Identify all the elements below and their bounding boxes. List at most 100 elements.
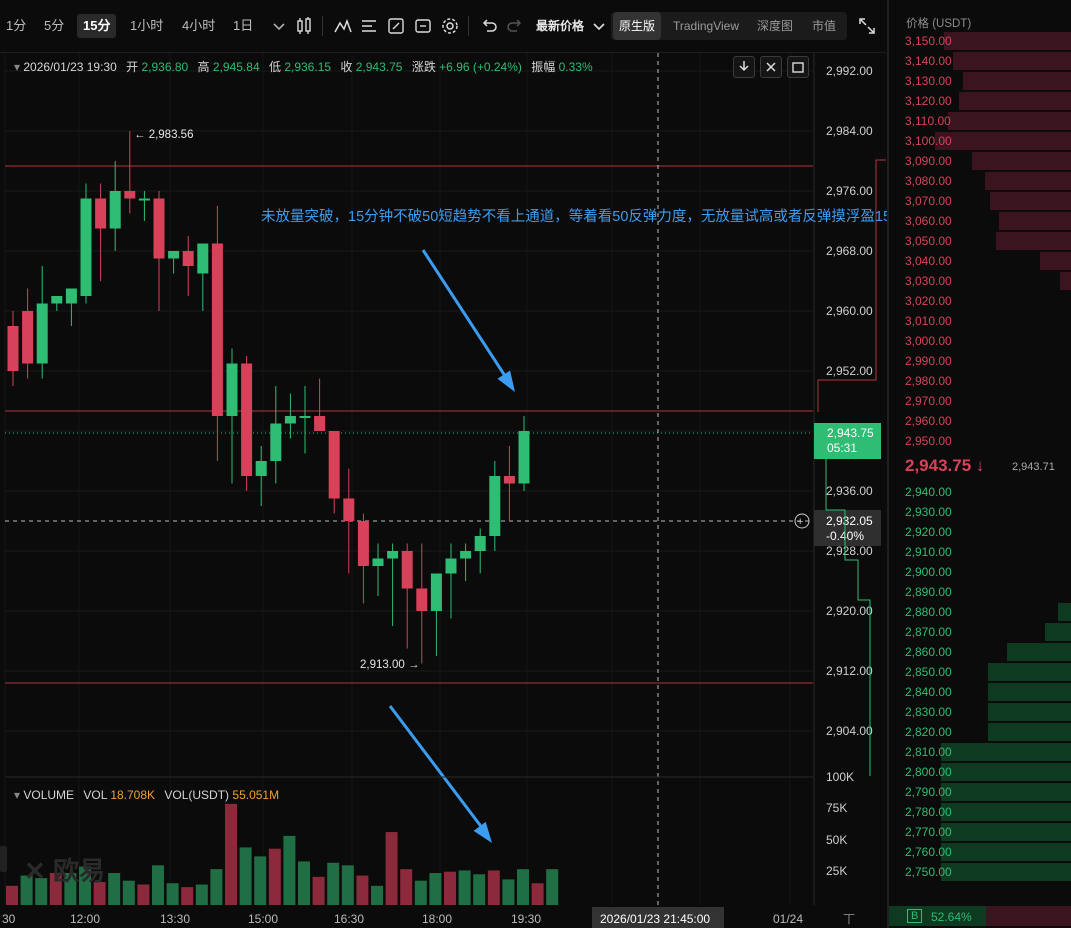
tab-tradingview[interactable]: TradingView [672, 19, 740, 33]
template-icon[interactable] [412, 15, 434, 37]
ask-row[interactable]: 3,140.00 [889, 51, 1071, 71]
ask-row[interactable]: 3,070.00 [889, 191, 1071, 211]
chevron-down-icon[interactable] [588, 15, 610, 37]
bid-row[interactable]: 2,850.00 [889, 662, 1071, 682]
redo-icon[interactable] [504, 15, 526, 37]
ask-row[interactable]: 2,950.00 [889, 431, 1071, 451]
plus-icon: + [797, 516, 803, 528]
depth-bar [962, 72, 1071, 90]
order-price: 2,840.00 [905, 685, 952, 699]
ask-row[interactable]: 3,000.00 [889, 331, 1071, 351]
timeframe-15m[interactable]: 15分 [77, 14, 117, 38]
ask-row[interactable]: 3,150.00 [889, 31, 1071, 51]
bid-row[interactable]: 2,910.00 [889, 542, 1071, 562]
ask-row[interactable]: 3,090.00 [889, 151, 1071, 171]
vol-value: 18.708K [110, 788, 156, 802]
indicator-icon[interactable] [332, 15, 354, 37]
ask-row[interactable]: 3,080.00 [889, 171, 1071, 191]
bid-row[interactable]: 2,940.00 [889, 482, 1071, 502]
candle-body [372, 558, 384, 566]
ask-row[interactable]: 3,100.00 [889, 131, 1071, 151]
ask-row[interactable]: 2,970.00 [889, 391, 1071, 411]
ask-row[interactable]: 3,010.00 [889, 311, 1071, 331]
price-axis-tick: 2,976.00 [826, 184, 873, 198]
ask-row[interactable]: 2,960.00 [889, 411, 1071, 431]
volume-header: ▾ VOLUME VOL 18.708K VOL(USDT) 55.051M [14, 788, 279, 802]
bid-row[interactable]: 2,760.00 [889, 842, 1071, 862]
download-button[interactable] [733, 56, 755, 78]
bid-row[interactable]: 2,820.00 [889, 722, 1071, 742]
volume-title: VOLUME [23, 788, 75, 802]
crosshair-time-tag [592, 907, 724, 928]
ask-row[interactable]: 3,020.00 [889, 291, 1071, 311]
order-price: 3,150.00 [905, 34, 952, 48]
settings-list-icon[interactable] [358, 15, 380, 37]
bid-row[interactable]: 2,830.00 [889, 702, 1071, 722]
tab-depth[interactable]: 深度图 [756, 19, 793, 33]
ask-row[interactable]: 3,120.00 [889, 91, 1071, 111]
bid-row[interactable]: 2,840.00 [889, 682, 1071, 702]
order-price: 2,970.00 [905, 394, 952, 408]
depth-bar [988, 703, 1071, 721]
candle-body [387, 551, 399, 559]
bid-row[interactable]: 2,870.00 [889, 622, 1071, 642]
candle-body [36, 303, 48, 364]
maximize-button[interactable] [787, 56, 809, 78]
ask-row[interactable]: 3,110.00 [889, 111, 1071, 131]
chevron-down-icon[interactable] [268, 15, 290, 37]
ask-row[interactable]: 3,050.00 [889, 231, 1071, 251]
gear-icon[interactable] [439, 15, 461, 37]
candle-type-icon[interactable] [293, 15, 315, 37]
timeframe-1h[interactable]: 1小时 [130, 18, 164, 33]
tab-market-cap[interactable]: 市值 [811, 19, 836, 33]
bid-row[interactable]: 2,810.00 [889, 742, 1071, 762]
drawing-tool-icon[interactable] [385, 15, 407, 37]
candlestick-chart[interactable]: ← 2,983.56 2,913.00 → 2,992.00 2,984.00 2,97… [0, 53, 886, 928]
timeframe-5m[interactable]: 5分 [44, 18, 65, 33]
order-price: 3,040.00 [905, 254, 952, 268]
fullscreen-icon[interactable] [856, 15, 878, 37]
candle-body [314, 416, 326, 431]
annotation-arrow [388, 705, 488, 834]
candle-body [503, 476, 515, 484]
ask-row[interactable]: 3,040.00 [889, 251, 1071, 271]
bid-row[interactable]: 2,790.00 [889, 782, 1071, 802]
open-label: 开 [126, 60, 139, 74]
bid-row[interactable]: 2,890.00 [889, 582, 1071, 602]
close-label: 收 [340, 60, 353, 74]
ask-row[interactable]: 2,990.00 [889, 351, 1071, 371]
bid-row[interactable]: 2,860.00 [889, 642, 1071, 662]
volume-bar [49, 873, 62, 905]
depth-ask-line [817, 159, 886, 412]
depth-bar [990, 192, 1071, 210]
bid-row[interactable]: 2,920.00 [889, 522, 1071, 542]
bid-row[interactable]: 2,900.00 [889, 562, 1071, 582]
bid-row[interactable]: 2,880.00 [889, 602, 1071, 622]
timeframe-1m[interactable]: 1分 [6, 18, 27, 33]
ask-row[interactable]: 3,030.00 [889, 271, 1071, 291]
tab-native[interactable]: 原生版 [613, 12, 661, 40]
candle-body [416, 588, 428, 611]
bid-row[interactable]: 2,750.00 [889, 862, 1071, 882]
ask-row[interactable]: 2,980.00 [889, 371, 1071, 391]
bid-row[interactable]: 2,930.00 [889, 502, 1071, 522]
bid-row[interactable]: 2,800.00 [889, 762, 1071, 782]
ask-row[interactable]: 3,130.00 [889, 71, 1071, 91]
candle-body [197, 243, 209, 274]
undo-icon[interactable] [478, 15, 500, 37]
close-button[interactable] [760, 56, 782, 78]
collapse-icon[interactable]: ▾ [14, 60, 24, 74]
ask-row[interactable]: 3,060.00 [889, 211, 1071, 231]
order-price: 2,850.00 [905, 665, 952, 679]
close-value: 2,943.75 [355, 60, 403, 74]
price-type-select[interactable]: 最新价格 [536, 19, 585, 33]
depth-bar [935, 132, 1071, 150]
depth-bar [988, 683, 1071, 701]
timeframe-4h[interactable]: 4小时 [182, 18, 216, 33]
timeframe-1d[interactable]: 1日 [233, 18, 254, 33]
candle-body [168, 251, 180, 259]
bid-row[interactable]: 2,780.00 [889, 802, 1071, 822]
collapse-icon[interactable]: ▾ [14, 788, 24, 802]
candle-body [489, 476, 501, 536]
bid-row[interactable]: 2,770.00 [889, 822, 1071, 842]
